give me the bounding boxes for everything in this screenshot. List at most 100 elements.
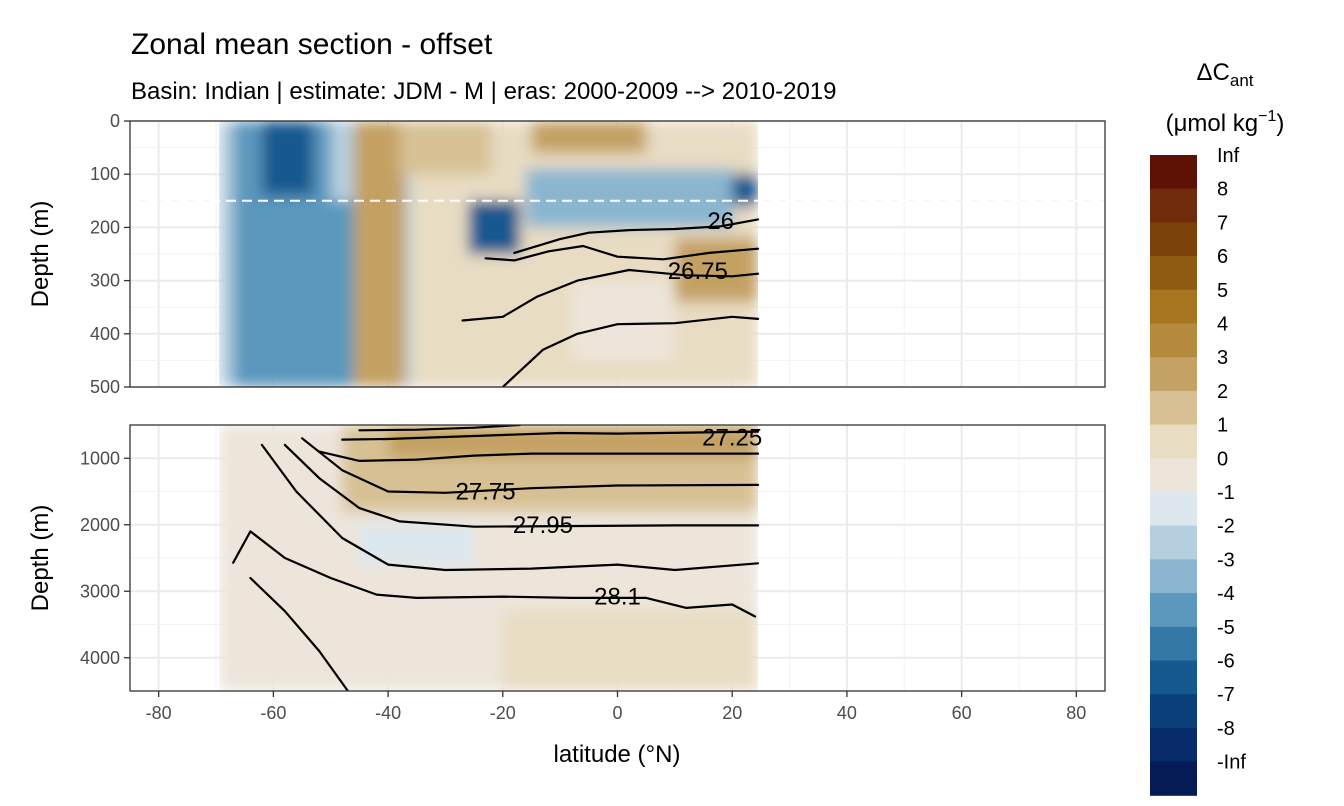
colorbar-title-subscript: ant	[1230, 71, 1254, 90]
x-tick-label: -60	[260, 703, 286, 723]
y-tick-label: 500	[90, 377, 120, 397]
isopycnal-label: 26	[707, 208, 734, 235]
chart-title: Zonal mean section - offset	[131, 28, 493, 61]
field-patch	[261, 121, 314, 196]
isopycnal-line	[461, 268, 760, 322]
colorbar-unit-main: (μmol kg	[1166, 110, 1259, 137]
colorbar-label: -5	[1217, 617, 1235, 639]
x-tick-label: 40	[837, 703, 857, 723]
x-tick-label: 0	[612, 703, 622, 723]
y-tick-label: 400	[90, 324, 120, 344]
x-tick-label: 60	[952, 703, 972, 723]
colorbar-title: ΔCant	[1196, 59, 1253, 90]
y-tick-label: 3000	[80, 581, 120, 601]
colorbar-label: 3	[1217, 347, 1228, 369]
colorbar-legend: ΔCant (μmol kg−1) Inf 8 7 6 5 4 3 2 1 0 -1 -2 -3 -4 -5…	[1150, 59, 1284, 796]
field-patch	[468, 200, 520, 254]
y-axis-label-lower: Depth (m)	[27, 505, 54, 612]
x-tick-label: -40	[375, 703, 401, 723]
y-tick-label: 0	[110, 111, 120, 131]
isopycnal-label: 27.95	[513, 512, 573, 539]
x-axis-label: latitude (°N)	[554, 741, 681, 768]
isopycnal-line	[358, 425, 522, 432]
isopycnal-label: 26.75	[668, 258, 728, 285]
panel-upper-field	[130, 121, 1105, 387]
field-patch	[525, 168, 733, 228]
x-tick-label: 20	[722, 703, 742, 723]
isopycnal-label: 27.75	[456, 479, 516, 506]
isopycnal-line	[501, 315, 760, 387]
colorbar-bin	[1150, 660, 1197, 695]
colorbar-bin	[1150, 458, 1197, 493]
colorbar-title-main: ΔC	[1196, 59, 1229, 86]
colorbar-bin	[1150, 222, 1197, 257]
colorbar-label: -1	[1217, 482, 1235, 504]
colorbar-label: -Inf	[1217, 752, 1246, 774]
x-axis: -80 -60 -40 -20 0 20 40 60 80	[146, 691, 1086, 723]
field-patch	[571, 280, 675, 361]
isopycnal-line	[318, 450, 760, 462]
field-patch	[531, 121, 647, 153]
colorbar-label: -8	[1217, 718, 1235, 740]
colorbar-unit-close: )	[1276, 110, 1284, 137]
field-patch	[353, 121, 406, 387]
colorbar-bin	[1150, 323, 1197, 358]
colorbar-label: 1	[1217, 415, 1228, 437]
panel-lower-y-axis: 1000 2000 3000 4000	[80, 448, 130, 668]
colorbar-bin	[1150, 492, 1197, 527]
y-axis-label-upper: Depth (m)	[27, 201, 54, 308]
colorbar-label: 8	[1217, 179, 1228, 201]
colorbar-bin	[1150, 357, 1197, 392]
colorbar-bin	[1150, 727, 1197, 763]
colorbar-bin	[1150, 593, 1197, 628]
panel-upper-border	[129, 120, 1106, 388]
colorbar-label: -6	[1217, 651, 1235, 673]
colorbar-label: 7	[1217, 212, 1228, 234]
colorbar-unit-superscript: −1	[1258, 108, 1276, 125]
isopycnal-line	[260, 443, 760, 572]
isopycnal-line	[249, 576, 349, 691]
colorbar-bin	[1150, 155, 1197, 190]
colorbar-bin	[1150, 424, 1197, 459]
field-blur-group	[218, 121, 759, 387]
colorbar-bin	[1150, 525, 1197, 560]
colorbar-bin	[1150, 694, 1197, 729]
field-patch	[399, 121, 492, 175]
y-tick-label: 4000	[80, 648, 120, 668]
colorbar-bin	[1150, 188, 1197, 223]
x-tick-label: -80	[146, 703, 172, 723]
colorbar-bin	[1150, 761, 1197, 796]
colorbar-label: 5	[1217, 280, 1228, 302]
colorbar-bins: Inf 8 7 6 5 4 3 2 1 0 -1 -2 -3 -4 -5 -6 -7 -8 -Inf	[1150, 145, 1246, 796]
isopycnal-line	[341, 430, 760, 441]
colorbar-label: 0	[1217, 448, 1228, 470]
panel-upper-y-axis: 0 100 200 300 400 500	[90, 111, 130, 397]
isopycnal-label: 27.25	[702, 425, 762, 452]
colorbar-label: -7	[1217, 684, 1235, 706]
isopycnal-line	[283, 443, 760, 528]
isopycnal-line	[484, 244, 760, 262]
colorbar-bin	[1150, 256, 1197, 291]
colorbar-label: -3	[1217, 549, 1235, 571]
colorbar-bin	[1150, 626, 1197, 661]
y-tick-label: 200	[90, 217, 120, 237]
isopycnal-line	[232, 530, 757, 618]
x-tick-label: -20	[490, 703, 516, 723]
colorbar-label: 2	[1217, 381, 1228, 403]
colorbar-bin	[1150, 559, 1197, 594]
y-tick-label: 100	[90, 164, 120, 184]
y-tick-label: 300	[90, 271, 120, 291]
x-tick-label: 80	[1066, 703, 1086, 723]
colorbar-bin	[1150, 289, 1197, 324]
panel-upper-isopycnals: 26 26.75	[461, 208, 760, 387]
isopycnal-line	[513, 218, 760, 254]
field-blur-group	[218, 425, 759, 691]
y-tick-label: 2000	[80, 515, 120, 535]
colorbar-bin	[1150, 390, 1197, 426]
colorbar-unit: (μmol kg−1)	[1166, 108, 1285, 137]
colorbar-label: -4	[1217, 583, 1235, 605]
field-patch	[674, 238, 759, 302]
